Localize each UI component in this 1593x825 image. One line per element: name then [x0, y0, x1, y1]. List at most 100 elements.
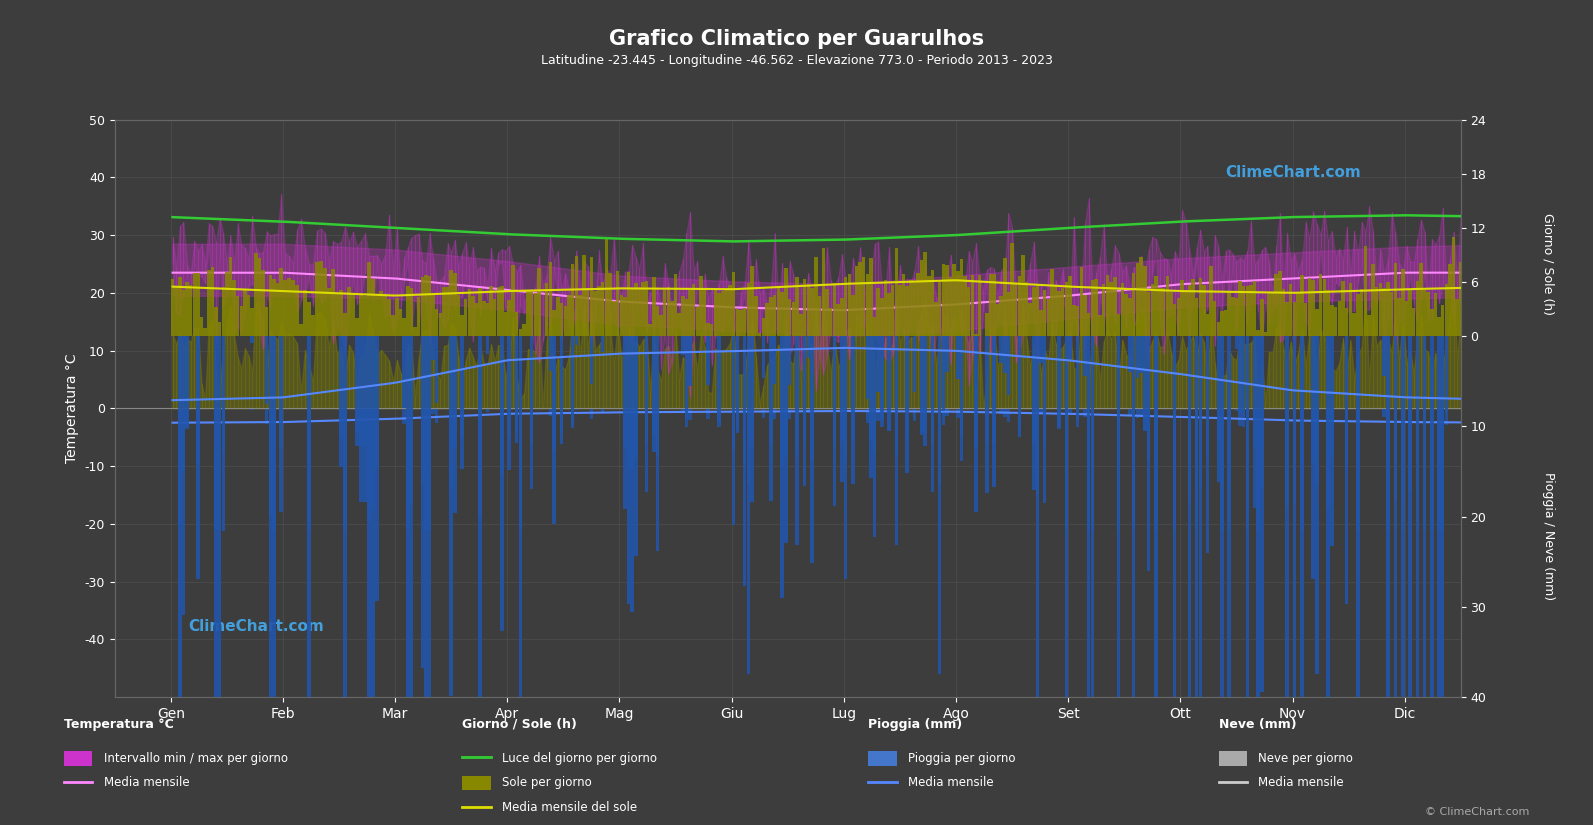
- Bar: [429, 337, 432, 825]
- Bar: [859, 262, 862, 337]
- Bar: [1075, 306, 1080, 337]
- Bar: [175, 285, 178, 337]
- Bar: [1378, 283, 1383, 337]
- Bar: [1286, 337, 1289, 771]
- Bar: [634, 408, 637, 458]
- Bar: [1485, 337, 1488, 825]
- Bar: [1128, 298, 1131, 337]
- Bar: [1238, 337, 1243, 414]
- Bar: [865, 408, 870, 422]
- Bar: [1308, 278, 1311, 337]
- Bar: [789, 408, 792, 419]
- Bar: [1423, 408, 1426, 530]
- Bar: [970, 275, 973, 337]
- Bar: [1257, 330, 1260, 337]
- Bar: [344, 337, 347, 825]
- Bar: [570, 264, 575, 337]
- Bar: [468, 289, 472, 337]
- Bar: [553, 337, 556, 524]
- Bar: [924, 337, 927, 446]
- Bar: [368, 337, 371, 825]
- Bar: [803, 279, 806, 337]
- Bar: [452, 408, 457, 448]
- Bar: [1260, 337, 1263, 692]
- Bar: [1109, 281, 1114, 337]
- Bar: [811, 408, 814, 460]
- Bar: [945, 265, 949, 337]
- Bar: [1136, 337, 1139, 378]
- Bar: [656, 337, 660, 551]
- Bar: [919, 408, 924, 431]
- Bar: [999, 408, 1004, 414]
- Bar: [682, 296, 685, 337]
- Bar: [215, 337, 218, 825]
- Bar: [395, 298, 398, 337]
- Bar: [438, 314, 443, 337]
- Bar: [497, 287, 500, 337]
- Bar: [449, 270, 452, 337]
- Bar: [1297, 293, 1300, 337]
- Bar: [1166, 276, 1169, 337]
- Bar: [178, 408, 182, 524]
- Bar: [938, 408, 941, 484]
- Bar: [553, 310, 556, 337]
- Bar: [1466, 408, 1470, 530]
- Bar: [688, 408, 691, 420]
- Bar: [862, 257, 865, 337]
- Bar: [895, 248, 898, 337]
- Bar: [1260, 408, 1263, 488]
- Bar: [323, 268, 327, 337]
- Bar: [1228, 408, 1231, 530]
- Bar: [1416, 280, 1419, 337]
- Bar: [409, 288, 413, 337]
- Bar: [432, 337, 435, 360]
- Bar: [631, 408, 634, 470]
- Bar: [435, 337, 438, 403]
- Bar: [742, 337, 747, 587]
- Bar: [773, 295, 776, 337]
- Bar: [1437, 317, 1440, 337]
- Bar: [1505, 408, 1510, 530]
- Bar: [1360, 289, 1364, 337]
- Bar: [984, 313, 989, 337]
- Bar: [1462, 284, 1466, 337]
- Bar: [545, 283, 548, 337]
- Bar: [717, 408, 720, 427]
- Bar: [360, 337, 363, 502]
- Bar: [586, 289, 589, 337]
- Bar: [319, 262, 323, 337]
- Bar: [1437, 337, 1440, 825]
- Bar: [284, 280, 287, 337]
- Bar: [1383, 288, 1386, 337]
- Bar: [559, 337, 564, 444]
- Bar: [887, 337, 890, 431]
- Bar: [836, 304, 840, 337]
- Bar: [178, 277, 182, 337]
- Bar: [500, 337, 503, 630]
- Bar: [221, 287, 225, 337]
- Bar: [992, 274, 996, 337]
- Bar: [747, 337, 750, 674]
- Bar: [387, 299, 390, 337]
- Text: Media mensile: Media mensile: [1258, 776, 1344, 790]
- Bar: [876, 289, 879, 337]
- Bar: [725, 290, 728, 337]
- Bar: [225, 272, 229, 337]
- Bar: [1485, 313, 1488, 337]
- Bar: [460, 408, 464, 438]
- Bar: [739, 310, 742, 337]
- Bar: [597, 286, 601, 337]
- Bar: [1431, 309, 1434, 337]
- Bar: [1356, 408, 1360, 530]
- Bar: [537, 268, 542, 337]
- Bar: [421, 276, 424, 337]
- Bar: [247, 295, 250, 337]
- Bar: [1058, 408, 1061, 429]
- Bar: [753, 296, 758, 337]
- Bar: [601, 337, 604, 352]
- Bar: [1481, 408, 1485, 520]
- Bar: [1477, 285, 1480, 337]
- Bar: [1072, 304, 1075, 337]
- Bar: [938, 282, 941, 337]
- Bar: [1228, 337, 1231, 825]
